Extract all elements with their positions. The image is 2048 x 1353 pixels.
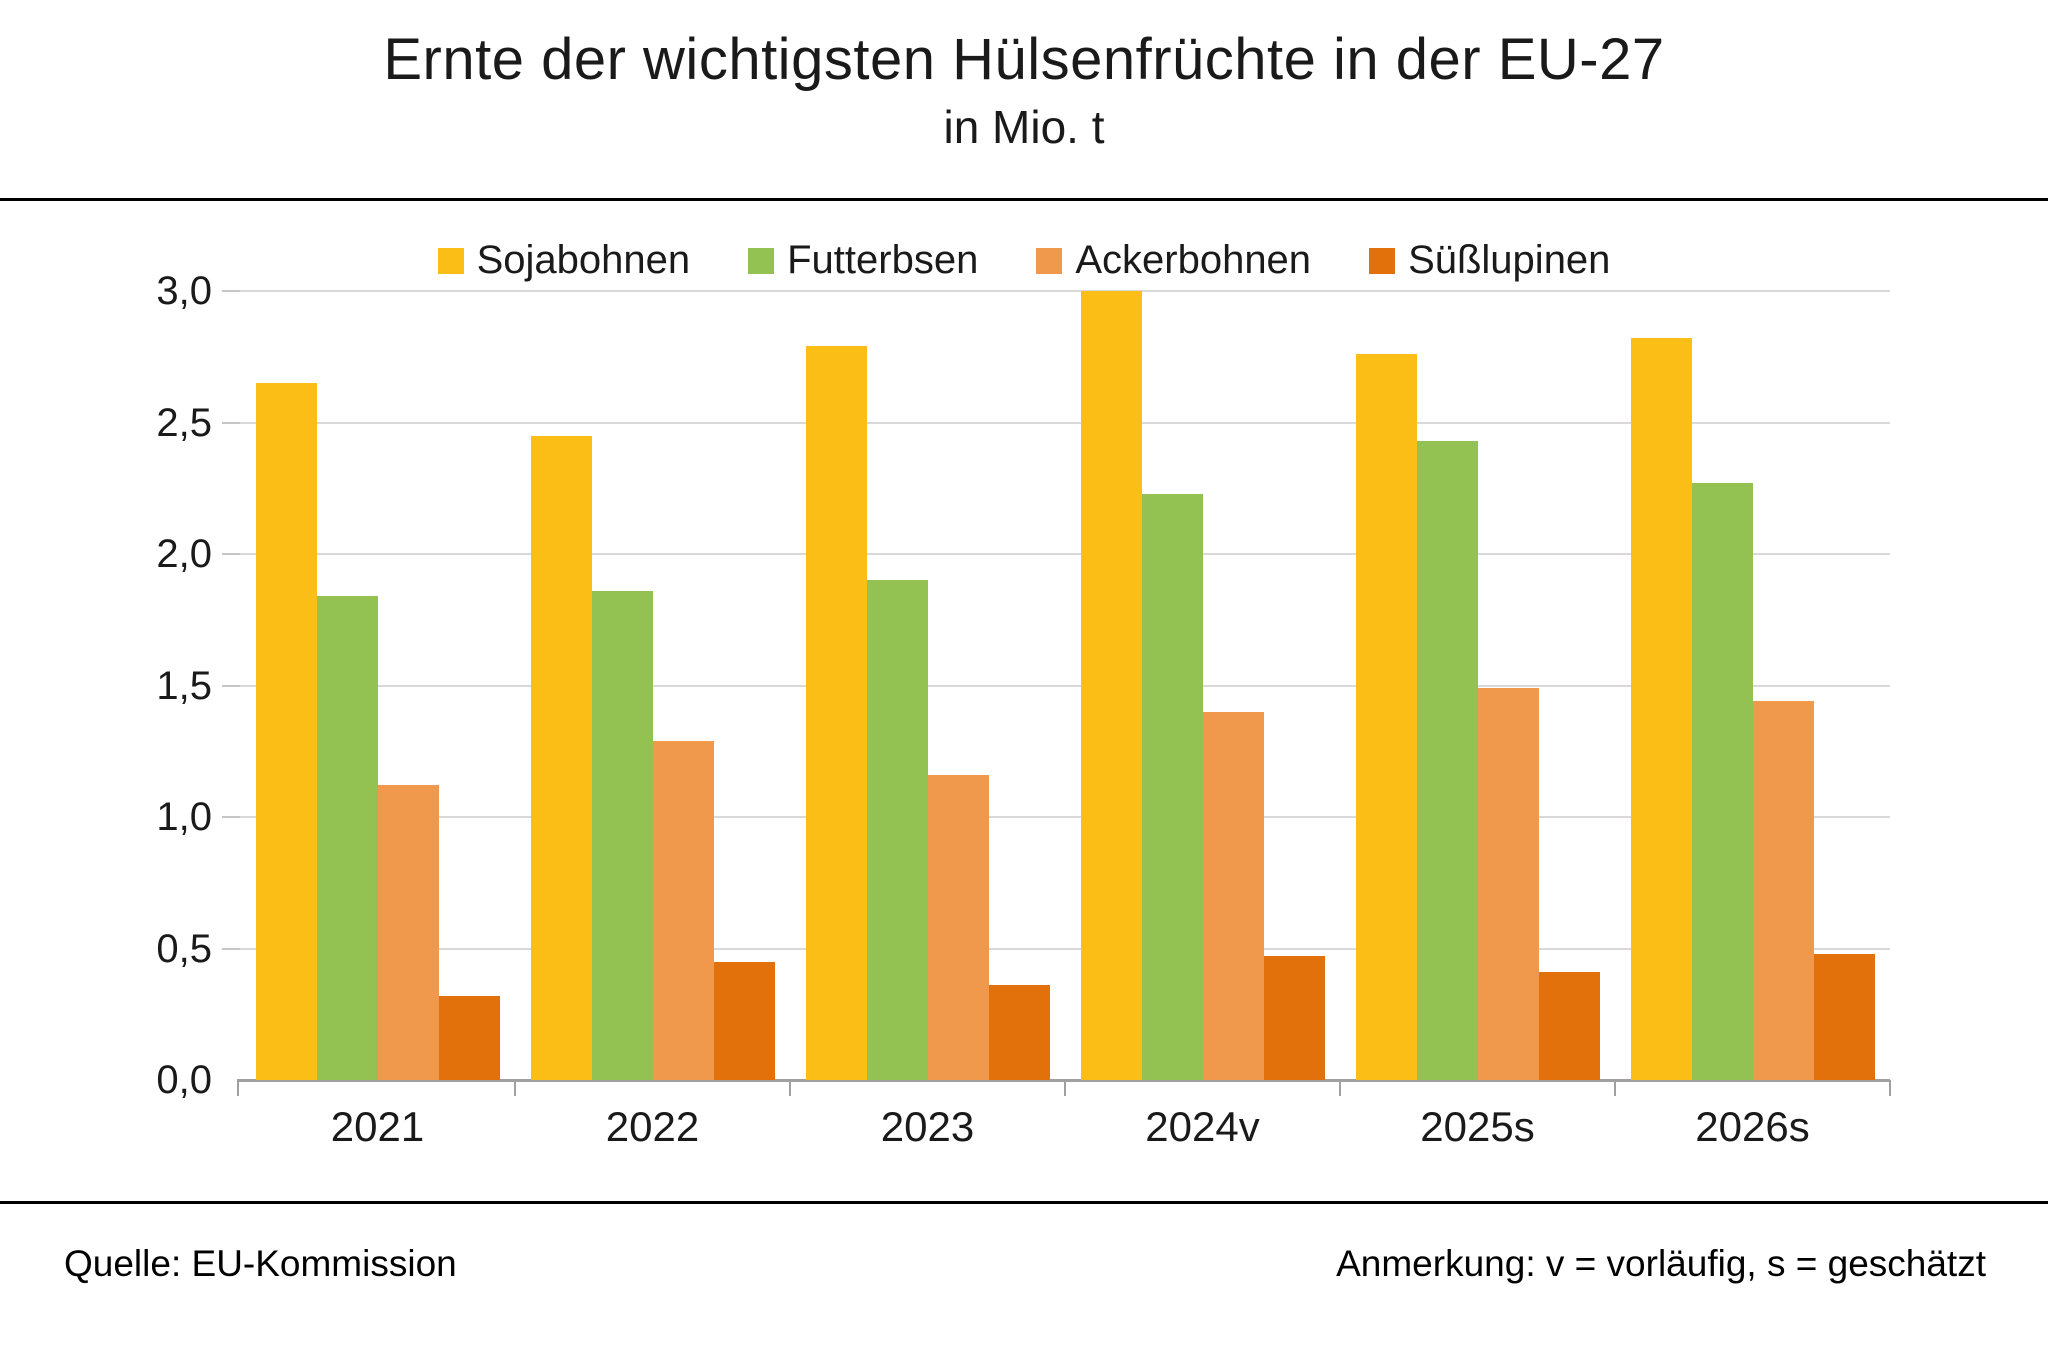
- y-axis-tick: [222, 553, 240, 555]
- x-axis-tick: [1339, 1080, 1341, 1096]
- bar-futterbsen-2023: [867, 580, 928, 1080]
- bar-futterbsen-2024v: [1142, 494, 1203, 1080]
- x-axis-line: [237, 1079, 1890, 1082]
- bar-sojabohnen-2023: [806, 346, 867, 1080]
- y-tick-label: 2,5: [156, 400, 212, 445]
- gridline: [240, 684, 1890, 687]
- bar-slupinen-2025s: [1539, 972, 1600, 1080]
- source-note: Quelle: EU-Kommission: [64, 1243, 457, 1284]
- y-axis-tick: [222, 947, 240, 950]
- bar-slupinen-2023: [989, 985, 1050, 1080]
- legend-label: Ackerbohnen: [1075, 238, 1312, 282]
- bar-sojabohnen-2022: [531, 436, 592, 1080]
- legend-label: Futterbsen: [787, 238, 979, 282]
- x-tick-label: 2023: [880, 1103, 975, 1150]
- y-axis-tick: [222, 421, 240, 424]
- y-tick-label: 2,0: [156, 532, 212, 576]
- x-tick-label: 2021: [330, 1103, 425, 1150]
- bar-ackerbohnen-2024v: [1203, 712, 1264, 1080]
- bar-futterbsen-2022: [592, 591, 653, 1080]
- y-axis-tick: [222, 684, 240, 687]
- bottom-divider-line: [0, 1201, 2048, 1204]
- plot-area: [222, 290, 1891, 1096]
- x-axis-tick: [1889, 1080, 1891, 1096]
- x-tick-label: 2022: [605, 1103, 700, 1150]
- bar-slupinen-2026s: [1814, 954, 1875, 1080]
- bar-ackerbohnen-2026s: [1753, 701, 1814, 1080]
- x-axis-tick: [789, 1080, 791, 1096]
- bar-sojabohnen-2026s: [1631, 338, 1692, 1080]
- x-axis-tick: [1614, 1080, 1616, 1096]
- bar-sojabohnen-2025s: [1356, 354, 1417, 1080]
- chart-title: Ernte der wichtigsten Hülsenfrüchte in d…: [383, 27, 1665, 92]
- bar-futterbsen-2021: [317, 596, 378, 1080]
- chart-subtitle: in Mio. t: [943, 101, 1105, 153]
- bar-futterbsen-2026s: [1692, 483, 1753, 1080]
- y-tick-label: 1,0: [156, 795, 212, 839]
- y-tick-label: 3,0: [156, 269, 212, 313]
- gridline: [240, 553, 1890, 555]
- bar-ackerbohnen-2021: [378, 785, 439, 1080]
- legend-swatch-icon: [1369, 247, 1396, 274]
- x-axis-tick: [237, 1080, 239, 1096]
- y-tick-label: 0,0: [156, 1058, 212, 1102]
- legend-label: Süßlupinen: [1408, 238, 1611, 282]
- x-tick-label: 2024v: [1145, 1103, 1260, 1150]
- bar-slupinen-2022: [714, 962, 775, 1080]
- gridline: [240, 290, 1890, 292]
- y-tick-label: 0,5: [156, 926, 212, 971]
- bar-sojabohnen-2021: [256, 383, 317, 1080]
- bar-ackerbohnen-2022: [653, 741, 714, 1080]
- legend-swatch-icon: [748, 247, 775, 274]
- y-tick-label: 1,5: [156, 663, 212, 708]
- legend-item-ackerbohnen: Ackerbohnen: [1036, 238, 1311, 283]
- legend-swatch-icon: [437, 247, 464, 274]
- bar-futterbsen-2025s: [1417, 441, 1478, 1080]
- x-tick-label: 2026s: [1695, 1103, 1810, 1150]
- x-axis-tick: [1064, 1080, 1066, 1096]
- y-axis-tick: [222, 290, 240, 292]
- bar-sojabohnen-2024v: [1081, 291, 1142, 1080]
- legend: Sojabohnen Futterbsen Ackerbohnen Süßlupine…: [0, 238, 2048, 283]
- top-divider-line: [0, 198, 2048, 201]
- gridline: [240, 947, 1890, 950]
- y-axis-tick: [222, 816, 240, 818]
- gridline: [240, 816, 1890, 818]
- legend-item-sojabohnen: Sojabohnen: [437, 238, 691, 283]
- bar-slupinen-2024v: [1264, 956, 1325, 1080]
- gridline: [240, 421, 1890, 424]
- x-axis-tick: [514, 1080, 516, 1096]
- bar-ackerbohnen-2025s: [1478, 688, 1539, 1080]
- legend-label: Sojabohnen: [476, 238, 691, 282]
- bar-ackerbohnen-2023: [928, 775, 989, 1080]
- legend-item-futterbsen: Futterbsen: [748, 238, 978, 283]
- bar-slupinen-2021: [439, 996, 500, 1080]
- legend-item-slupinen: Süßlupinen: [1369, 238, 1610, 283]
- annotation-note: Anmerkung: v = vorläufig, s = geschätzt: [1336, 1243, 1986, 1284]
- legend-swatch-icon: [1036, 247, 1063, 274]
- x-tick-label: 2025s: [1420, 1103, 1535, 1150]
